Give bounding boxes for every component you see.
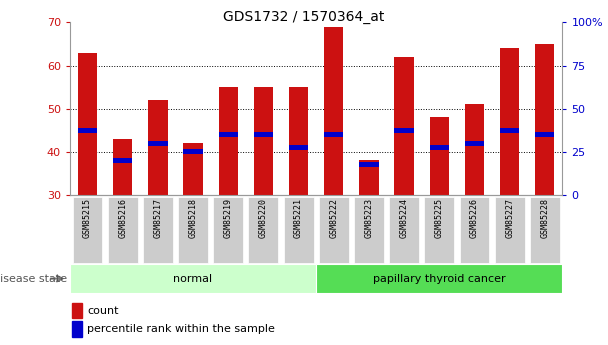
- Bar: [184, 149, 202, 155]
- Text: GSM85227: GSM85227: [505, 198, 514, 238]
- Text: GSM85226: GSM85226: [470, 198, 479, 238]
- FancyBboxPatch shape: [72, 197, 103, 263]
- Bar: [430, 117, 449, 195]
- Text: GSM85221: GSM85221: [294, 198, 303, 238]
- Bar: [78, 52, 97, 195]
- FancyBboxPatch shape: [460, 197, 489, 263]
- FancyBboxPatch shape: [316, 264, 562, 293]
- Bar: [465, 141, 484, 146]
- Bar: [72, 303, 82, 318]
- Bar: [324, 132, 344, 137]
- Bar: [500, 128, 519, 133]
- Text: count: count: [87, 306, 119, 316]
- Text: GSM85225: GSM85225: [435, 198, 444, 238]
- Text: GSM85216: GSM85216: [118, 198, 127, 238]
- Bar: [72, 322, 82, 337]
- Bar: [289, 145, 308, 150]
- Bar: [148, 141, 168, 146]
- Bar: [535, 132, 554, 137]
- FancyBboxPatch shape: [319, 197, 349, 263]
- FancyBboxPatch shape: [389, 197, 419, 263]
- Text: GSM85228: GSM85228: [541, 198, 549, 238]
- Bar: [113, 158, 133, 163]
- Bar: [218, 132, 238, 137]
- Text: GSM85220: GSM85220: [259, 198, 268, 238]
- Bar: [78, 128, 97, 133]
- FancyBboxPatch shape: [530, 197, 560, 263]
- Text: GDS1732 / 1570364_at: GDS1732 / 1570364_at: [223, 10, 385, 24]
- Text: papillary thyroid cancer: papillary thyroid cancer: [373, 274, 506, 284]
- Bar: [113, 139, 133, 195]
- Text: GSM85222: GSM85222: [330, 198, 338, 238]
- FancyBboxPatch shape: [108, 197, 137, 263]
- FancyBboxPatch shape: [70, 264, 316, 293]
- FancyBboxPatch shape: [354, 197, 384, 263]
- Text: GSM85224: GSM85224: [399, 198, 409, 238]
- Text: normal: normal: [173, 274, 213, 284]
- Text: GSM85223: GSM85223: [364, 198, 373, 238]
- Text: percentile rank within the sample: percentile rank within the sample: [87, 324, 275, 334]
- Bar: [324, 27, 344, 195]
- Bar: [289, 87, 308, 195]
- Text: GSM85215: GSM85215: [83, 198, 92, 238]
- Bar: [535, 44, 554, 195]
- Text: disease state: disease state: [0, 274, 67, 284]
- FancyBboxPatch shape: [143, 197, 173, 263]
- Bar: [465, 104, 484, 195]
- Bar: [359, 162, 379, 167]
- FancyBboxPatch shape: [178, 197, 208, 263]
- Bar: [500, 48, 519, 195]
- FancyBboxPatch shape: [424, 197, 454, 263]
- Bar: [395, 57, 414, 195]
- Bar: [430, 145, 449, 150]
- Bar: [148, 100, 168, 195]
- Text: GSM85218: GSM85218: [188, 198, 198, 238]
- FancyBboxPatch shape: [213, 197, 243, 263]
- Bar: [254, 87, 273, 195]
- FancyBboxPatch shape: [249, 197, 278, 263]
- Bar: [359, 160, 379, 195]
- FancyBboxPatch shape: [283, 197, 314, 263]
- Bar: [395, 128, 414, 133]
- Bar: [254, 132, 273, 137]
- Bar: [184, 143, 202, 195]
- Bar: [218, 87, 238, 195]
- Text: GSM85219: GSM85219: [224, 198, 233, 238]
- FancyBboxPatch shape: [495, 197, 525, 263]
- Text: GSM85217: GSM85217: [153, 198, 162, 238]
